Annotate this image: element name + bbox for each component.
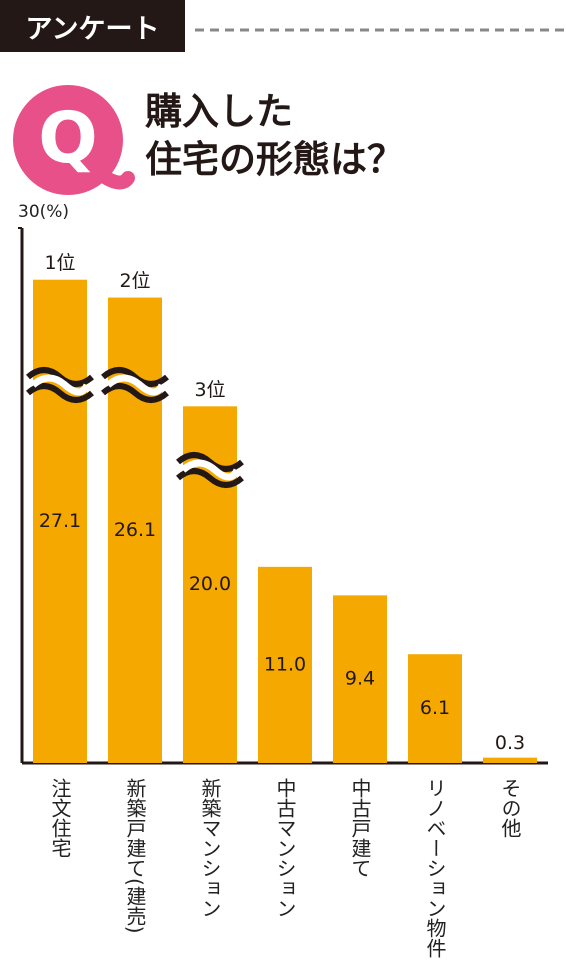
badge-tail — [88, 163, 135, 190]
value-label: 6.1 — [420, 697, 450, 719]
value-label: 20.0 — [189, 573, 231, 595]
value-label: 26.1 — [114, 519, 156, 541]
rank-label: 2位 — [119, 270, 150, 292]
x-tick-label: 中古戸建て — [348, 778, 372, 878]
axis-break — [26, 383, 94, 403]
header-label: アンケート — [0, 0, 185, 52]
x-tick-label: 新築マンション — [198, 778, 222, 918]
title-line: 購入した — [145, 90, 293, 133]
x-tick-label: その他 — [498, 778, 522, 838]
title-line: 住宅の形態は？ — [145, 138, 404, 181]
axis-break — [101, 383, 169, 403]
rank-label: 1位 — [44, 252, 75, 274]
x-tick-label: 注文住宅 — [48, 778, 72, 858]
y-tick-label: 30(%) — [18, 202, 69, 222]
value-label: 9.4 — [345, 668, 375, 690]
bar — [483, 757, 537, 763]
bar — [258, 566, 312, 763]
axis-break — [26, 367, 94, 387]
axis-break — [176, 452, 244, 472]
axis-break-gap — [105, 374, 166, 396]
value-label: 11.0 — [264, 653, 306, 675]
x-tick-label: リノベーション物件 — [423, 778, 447, 958]
value-label: 0.3 — [495, 732, 525, 754]
x-tick-label: 中古マンション — [273, 778, 297, 918]
x-tick-label: 新築戸建て(建売) — [123, 778, 147, 934]
badge-letter: Q — [38, 97, 98, 179]
axis-break-gap — [30, 374, 91, 396]
value-label: 27.1 — [39, 510, 81, 532]
bar — [408, 654, 462, 763]
axis-break — [101, 367, 169, 387]
rank-label: 3位 — [194, 379, 225, 401]
title: 購入した 住宅の形態は？ — [145, 88, 404, 184]
axis-break-gap — [180, 459, 241, 481]
bar — [33, 279, 87, 763]
axis-break — [176, 468, 244, 488]
bar — [333, 595, 387, 763]
